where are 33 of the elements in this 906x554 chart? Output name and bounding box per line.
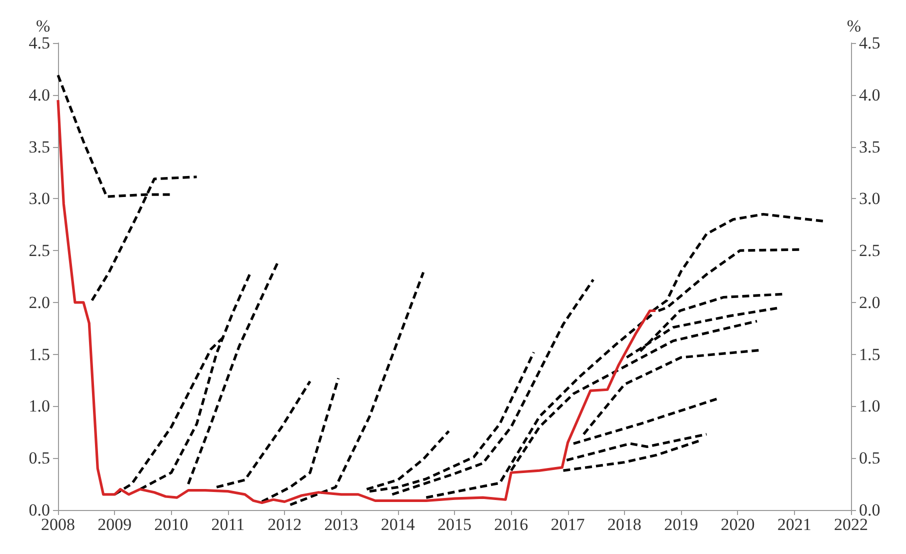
x-tick-label: 2020	[720, 515, 755, 534]
y2-tick-label: 4.0	[859, 85, 880, 104]
y-tick-label: 3.0	[28, 189, 50, 208]
y2-tick-label: 0.5	[859, 448, 880, 468]
y2-tick-label: 1.5	[859, 344, 880, 364]
y-tick-label: 3.5	[28, 137, 50, 156]
x-tick-label: 2017	[550, 515, 586, 534]
y-tick-label: 2.0	[28, 292, 50, 312]
y2-tick-label: 1.0	[859, 396, 880, 416]
y2-axis-title: %	[846, 16, 861, 36]
x-tick-label: 2013	[324, 515, 358, 534]
x-tick-label: 2021	[777, 515, 812, 534]
y-tick-label: 1.0	[28, 396, 50, 416]
x-tick-label: 2010	[154, 515, 188, 534]
y-axis-title: %	[36, 16, 50, 36]
y2-tick-label: 2.5	[859, 241, 880, 260]
y2-tick-label: 3.0	[859, 189, 880, 208]
y2-tick-label: 3.5	[859, 137, 880, 156]
x-tick-label: 2014	[380, 515, 416, 534]
y-tick-label: 1.5	[28, 344, 50, 364]
y-tick-label: 4.5	[28, 34, 50, 52]
x-tick-label: 2015	[438, 515, 472, 534]
x-tick-label: 2016	[494, 515, 528, 534]
y-tick-label: 2.5	[28, 241, 50, 260]
y2-tick-label: 4.5	[859, 34, 880, 52]
x-tick-label: 2011	[211, 515, 245, 534]
x-tick-label: 2019	[664, 515, 698, 534]
x-tick-label: 2018	[607, 515, 642, 534]
y2-tick-label: 2.0	[859, 292, 880, 312]
y-tick-label: 0.5	[28, 448, 50, 468]
y-tick-label: 4.0	[28, 85, 50, 104]
x-tick-label: 2012	[268, 515, 302, 534]
x-tick-label: 2009	[98, 515, 132, 534]
